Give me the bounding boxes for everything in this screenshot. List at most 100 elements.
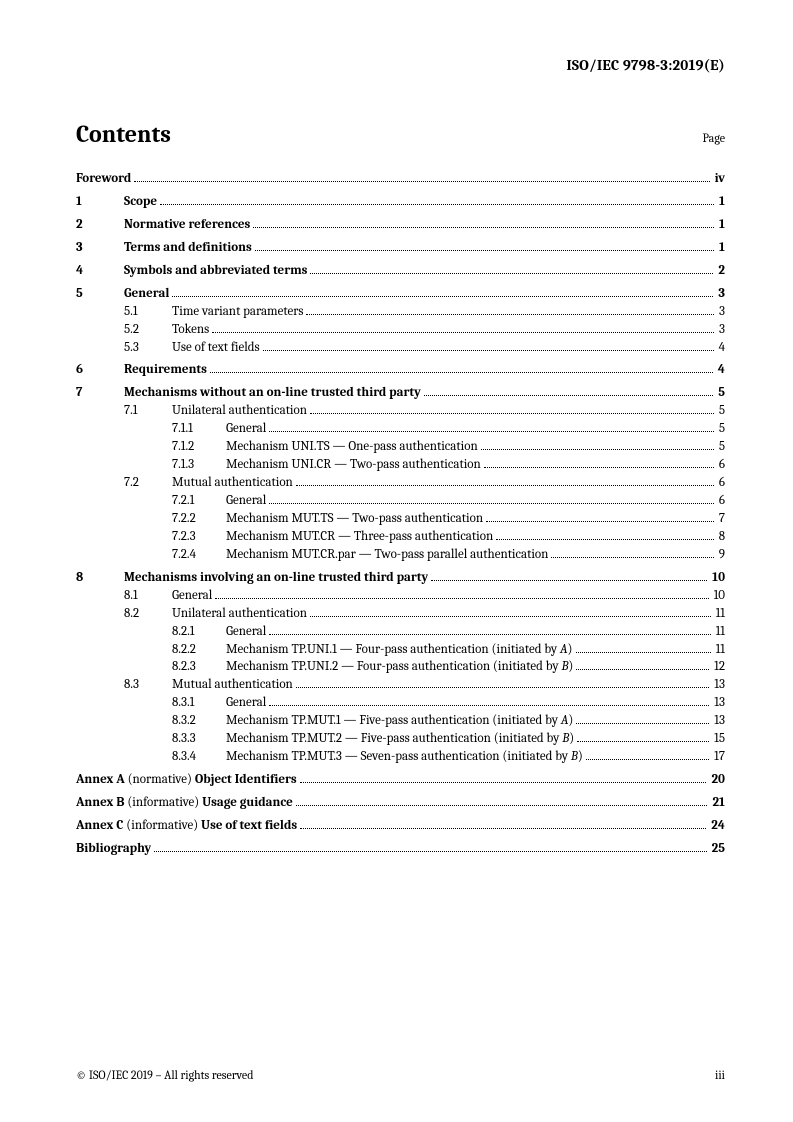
toc-subsubsection-number: 8.2.2 (172, 641, 226, 659)
toc-title: Requirements (124, 361, 207, 379)
toc-title: Mechanism UNI.CR — Two-pass authenticati… (226, 456, 481, 474)
toc-title: Mechanisms involving an on-line trusted … (124, 569, 428, 587)
toc-title: Scope (124, 193, 157, 211)
toc-entry: 5General 3 (76, 285, 725, 303)
toc-entry: 7.1.2Mechanism UNI.TS — One-pass authent… (76, 438, 725, 456)
toc-subsubsection-number: 8.3.2 (172, 712, 226, 730)
toc-page: 5 (717, 402, 725, 420)
toc-subsubsection-number: 7.1.3 (172, 456, 226, 474)
toc-page: 13 (712, 694, 725, 712)
toc-title: Tokens (172, 321, 209, 339)
toc-page: 1 (717, 239, 725, 257)
toc-page: 9 (717, 546, 725, 564)
toc-page: 25 (710, 840, 725, 858)
document-header: ISO/IEC 9798-3:2019(E) (76, 56, 725, 74)
toc-subsection-number: 8.3 (124, 676, 172, 694)
toc-page: 13 (712, 712, 725, 730)
toc-title: Unilateral authentication (172, 605, 307, 623)
toc-subsection-number: 5.3 (124, 339, 172, 357)
title-row: Contents Page (76, 120, 725, 148)
toc-title: Mechanism TP.MUT.3 — Seven-pass authenti… (226, 748, 583, 766)
toc-entry: 8.3.2Mechanism TP.MUT.1 — Five-pass auth… (76, 712, 725, 730)
toc-subsubsection-number: 8.2.3 (172, 658, 226, 676)
toc-entry: 7.2.1General6 (76, 492, 725, 510)
toc-page: 8 (717, 528, 725, 546)
toc-page: 10 (712, 587, 725, 605)
toc-entry: 2Normative references1 (76, 216, 725, 234)
toc-page: 24 (709, 817, 725, 835)
toc-entry: 7.1.3Mechanism UNI.CR — Two-pass authent… (76, 456, 725, 474)
toc-title: Time variant parameters (172, 303, 303, 321)
toc-entry: 7.2.4Mechanism MUT.CR.par — Two-pass par… (76, 546, 725, 564)
toc-title: Terms and definitions (124, 239, 252, 257)
toc-entry: Foreword iv (76, 170, 725, 188)
toc-entry: 8.3Mutual authentication13 (76, 676, 725, 694)
footer-copyright: © ISO/IEC 2019 – All rights reserved (76, 1068, 253, 1082)
toc-page: 15 (712, 730, 725, 748)
toc-subsubsection-number: 8.3.4 (172, 748, 226, 766)
toc-entry: 7Mechanisms without an on-line trusted t… (76, 384, 725, 402)
table-of-contents: Forewordiv1Scope12Normative references13… (76, 170, 725, 858)
toc-subsubsection-number: 7.1.1 (172, 420, 226, 438)
toc-section-number: 1 (76, 193, 124, 211)
toc-entry: 8.3.1General13 (76, 694, 725, 712)
toc-section-number: 5 (76, 285, 124, 303)
toc-page: iv (713, 170, 725, 188)
toc-title: Use of text fields (172, 339, 260, 357)
toc-entry: 8Mechanisms involving an on-line trusted… (76, 569, 725, 587)
toc-page: 13 (712, 676, 725, 694)
toc-entry: Annex A (normative) Object Identifiers 20 (76, 771, 725, 789)
toc-section-number: 4 (76, 262, 124, 280)
toc-page: 3 (716, 285, 725, 303)
toc-title: Foreword (76, 170, 131, 188)
toc-page: 21 (710, 794, 725, 812)
toc-subsection-number: 5.1 (124, 303, 172, 321)
toc-page: 12 (712, 658, 725, 676)
toc-title: Annex A (normative) Object Identifiers (76, 771, 297, 789)
toc-entry: 8.2.1General11 (76, 623, 725, 641)
toc-page: 6 (717, 492, 725, 510)
toc-subsubsection-number: 7.2.3 (172, 528, 226, 546)
toc-entry: 7.2.3Mechanism MUT.CR — Three-pass authe… (76, 528, 725, 546)
toc-entry: 7.1.1General5 (76, 420, 725, 438)
toc-page: 20 (709, 771, 725, 789)
page-footer: © ISO/IEC 2019 – All rights reserved iii (76, 1068, 725, 1082)
toc-page: 5 (717, 420, 725, 438)
page-label: Page (703, 131, 725, 145)
toc-subsubsection-number: 7.1.2 (172, 438, 226, 456)
toc-entry: 5.3Use of text fields4 (76, 339, 725, 357)
toc-entry: 7.1Unilateral authentication5 (76, 402, 725, 420)
toc-entry: 8.2Unilateral authentication11 (76, 605, 725, 623)
toc-entry: 8.2.3Mechanism TP.UNI.2 — Four-pass auth… (76, 658, 725, 676)
toc-title: Mechanisms without an on-line trusted th… (124, 384, 421, 402)
toc-subsubsection-number: 7.2.2 (172, 510, 226, 528)
toc-page: 5 (717, 438, 725, 456)
toc-title: General (124, 285, 169, 303)
toc-entry: Annex C (informative) Use of text fields… (76, 817, 725, 835)
toc-title: Mechanism TP.MUT.2 — Five-pass authentic… (226, 730, 574, 748)
toc-title: Symbols and abbreviated terms (124, 262, 307, 280)
toc-subsection-number: 7.2 (124, 474, 172, 492)
toc-page: 11 (714, 623, 725, 641)
toc-page: 1 (717, 193, 725, 211)
toc-subsubsection-number: 7.2.4 (172, 546, 226, 564)
toc-page: 6 (717, 456, 725, 474)
toc-entry: 7.2.2Mechanism MUT.TS — Two-pass authent… (76, 510, 725, 528)
toc-title: General (226, 694, 266, 712)
toc-entry: 8.3.4Mechanism TP.MUT.3 — Seven-pass aut… (76, 748, 725, 766)
toc-page: 10 (710, 569, 725, 587)
toc-title: General (226, 623, 266, 641)
toc-title: General (226, 492, 266, 510)
toc-title: Mutual authentication (172, 474, 293, 492)
toc-entry: 8.3.3Mechanism TP.MUT.2 — Five-pass auth… (76, 730, 725, 748)
toc-entry: 8.1General10 (76, 587, 725, 605)
toc-section-number: 3 (76, 239, 124, 257)
toc-page: 6 (717, 474, 725, 492)
toc-subsection-number: 7.1 (124, 402, 172, 420)
contents-title: Contents (76, 120, 171, 148)
toc-title: Bibliography (76, 840, 151, 858)
toc-entry: 5.2Tokens3 (76, 321, 725, 339)
toc-title: Annex C (informative) Use of text fields (76, 817, 297, 835)
toc-title: Mechanism MUT.CR — Three-pass authentica… (226, 528, 493, 546)
toc-title: Normative references (124, 216, 250, 234)
